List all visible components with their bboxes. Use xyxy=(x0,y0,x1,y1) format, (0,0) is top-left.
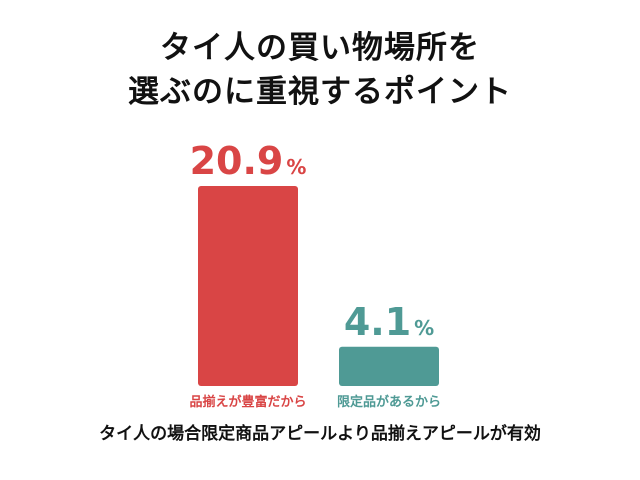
value-label-1: 4.1% xyxy=(344,300,434,344)
bar-1 xyxy=(339,346,439,386)
value-unit-1: % xyxy=(414,316,434,340)
value-number-0: 20.9 xyxy=(190,139,284,183)
title-line-2: 選ぶのに重視するポイント xyxy=(128,74,512,110)
chart-caption: タイ人の場合限定商品アピールより品揃えアピールが有効 xyxy=(99,424,541,444)
title-line-1: タイ人の買い物場所を xyxy=(160,30,480,66)
category-label-0: 品揃えが豊富だから xyxy=(189,394,306,410)
bar-0 xyxy=(198,186,298,386)
value-unit-0: % xyxy=(286,155,306,179)
value-label-0: 20.9% xyxy=(190,139,307,183)
value-number-1: 4.1 xyxy=(344,300,411,344)
chart-title: タイ人の買い物場所を 選ぶのに重視するポイント xyxy=(0,26,640,114)
category-label-1: 限定品があるから xyxy=(337,394,441,410)
